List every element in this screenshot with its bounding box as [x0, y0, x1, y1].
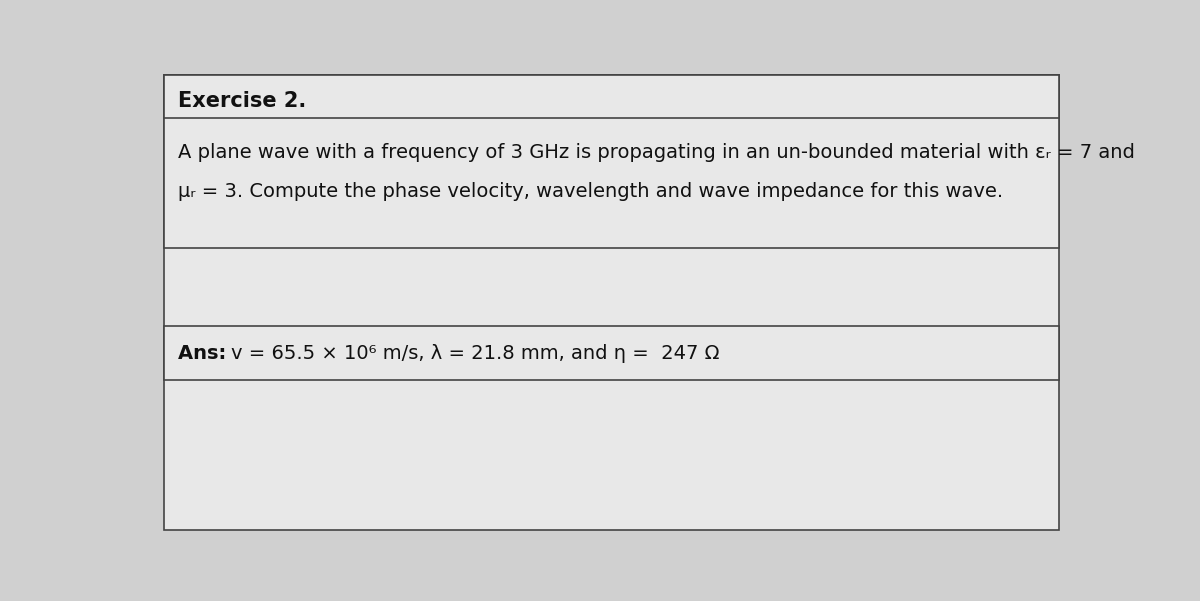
Bar: [164, 75, 1060, 118]
Bar: [164, 75, 1060, 248]
Text: A plane wave with a frequency of 3 GHz is propagating in an un-bounded material : A plane wave with a frequency of 3 GHz i…: [178, 144, 1135, 162]
Text: v = 65.5 × 10⁶ m/s, λ = 21.8 mm, and η =  247 Ω: v = 65.5 × 10⁶ m/s, λ = 21.8 mm, and η =…: [232, 344, 720, 362]
Bar: [164, 326, 1060, 380]
Text: Ans:: Ans:: [178, 344, 233, 362]
Text: μᵣ = 3. Compute the phase velocity, wavelength and wave impedance for this wave.: μᵣ = 3. Compute the phase velocity, wave…: [178, 182, 1003, 201]
Text: Exercise 2.: Exercise 2.: [178, 91, 306, 111]
